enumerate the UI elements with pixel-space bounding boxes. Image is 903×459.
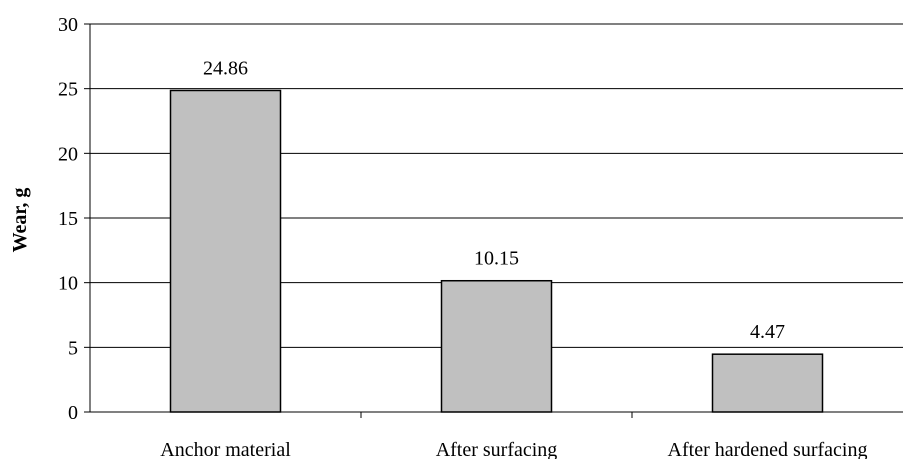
x-category-label: Anchor material: [160, 439, 291, 459]
bar-3: [711, 353, 824, 413]
y-tick-label: 25: [58, 79, 78, 101]
data-label: 24.86: [203, 57, 248, 79]
y-axis-title: Wear, g: [9, 188, 31, 253]
y-tick-label: 0: [68, 402, 78, 424]
y-tick-label: 10: [58, 273, 78, 295]
bar-1: [169, 89, 282, 413]
bars: [169, 89, 824, 413]
data-label: 10.15: [474, 248, 519, 270]
y-tick-label: 5: [68, 337, 78, 359]
y-tick-label: 15: [58, 208, 78, 230]
x-category-label: After hardened surfacing: [668, 439, 868, 459]
y-tick-label: 20: [58, 143, 78, 165]
y-tick-label: 30: [58, 14, 78, 36]
axes: [84, 23, 903, 418]
x-category-label: After surfacing: [436, 439, 558, 459]
labels: 0 5 10 15 20 25 30 24.86 Anchor material 10.15 Aft…: [58, 14, 867, 459]
bar-2: [440, 279, 553, 413]
data-label: 4.47: [750, 321, 785, 343]
